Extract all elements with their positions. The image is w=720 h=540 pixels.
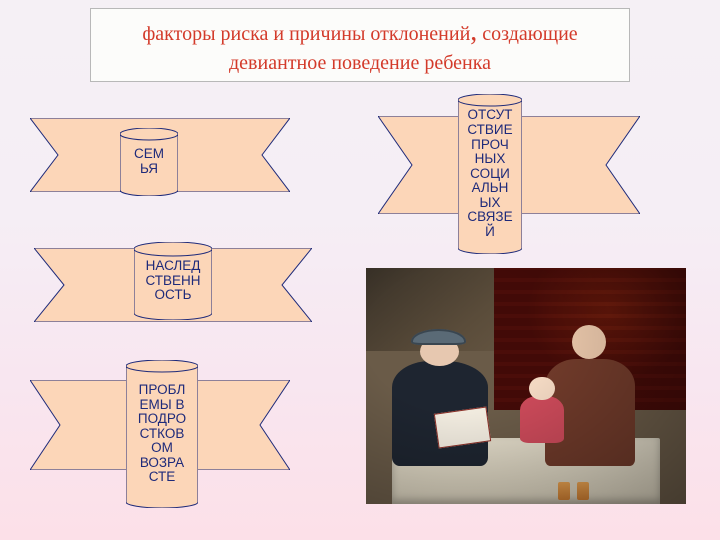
cylinder-heredity: НАСЛЕД СТВЕНН ОСТЬ xyxy=(134,242,212,320)
label-family: СЕМ ЬЯ xyxy=(134,147,164,176)
slide-canvas: факторы риска и причины отклонений, созд… xyxy=(0,0,720,540)
cylinder-social: ОТСУТ СТВИЕ ПРОЧ НЫХ СОЦИ АЛЬН ЫХ СВЯЗЕ … xyxy=(458,94,522,254)
photo-home-visit xyxy=(366,268,686,504)
slide-title: факторы риска и причины отклонений, созд… xyxy=(103,13,617,78)
cylinder-teens: ПРОБЛ ЕМЫ В ПОДРО СТКОВ ОМ ВОЗРА СТЕ xyxy=(126,360,198,508)
cylinder-family: СЕМ ЬЯ xyxy=(120,128,178,196)
label-teens: ПРОБЛ ЕМЫ В ПОДРО СТКОВ ОМ ВОЗРА СТЕ xyxy=(138,383,186,485)
label-social: ОТСУТ СТВИЕ ПРОЧ НЫХ СОЦИ АЛЬН ЫХ СВЯЗЕ … xyxy=(467,108,512,239)
label-heredity: НАСЛЕД СТВЕНН ОСТЬ xyxy=(145,259,200,303)
photo-scene xyxy=(366,268,686,504)
title-container: факторы риска и причины отклонений, созд… xyxy=(90,8,630,82)
